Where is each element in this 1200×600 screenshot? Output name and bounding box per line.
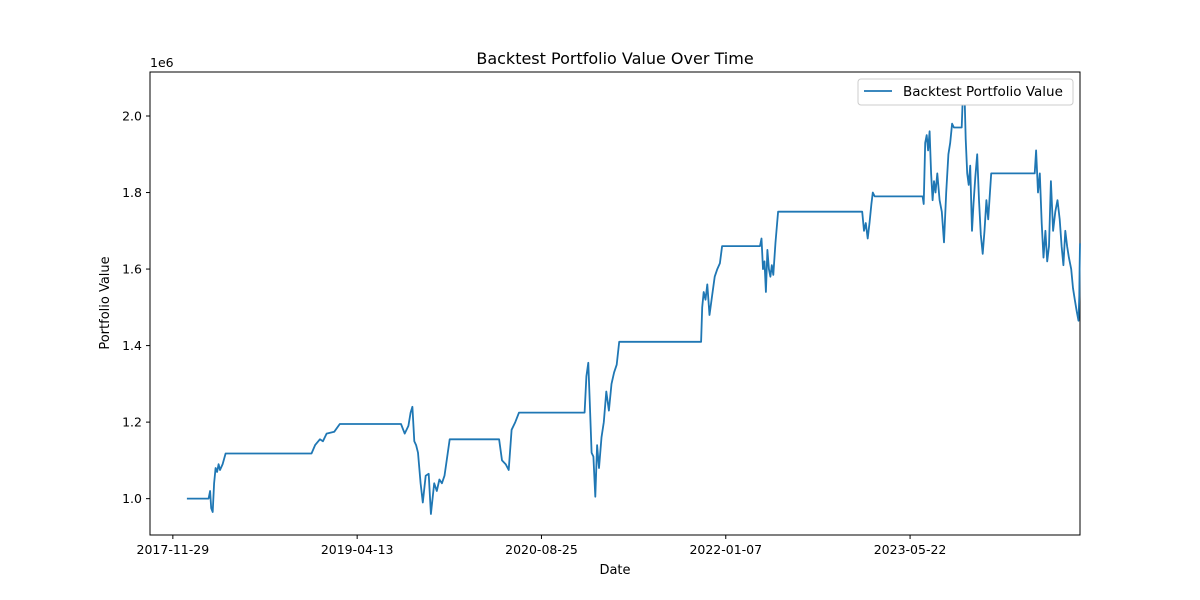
y-tick-label: 1.0 [122,491,142,506]
y-axis: 1.0 1.2 1.4 1.6 1.8 2.0 [122,109,150,506]
y-tick-label: 1.4 [122,338,142,353]
y-tick-label: 2.0 [122,109,142,124]
series-line [186,84,1081,515]
x-axis-label: Date [599,563,630,578]
x-tick-label: 2022-01-07 [689,542,762,557]
legend-box [857,78,1074,106]
chart-title: Backtest Portfolio Value Over Time [476,49,753,68]
y-tick-label: 1.2 [122,415,142,430]
y-scale-label: 1e6 [150,55,174,70]
x-tick-label: 2020-08-25 [505,542,578,557]
plot-area [149,71,1081,536]
x-tick-label: 2023-05-22 [874,542,947,557]
x-tick-label: 2019-04-13 [321,542,394,557]
y-tick-label: 1.8 [122,185,142,200]
y-tick-label: 1.6 [122,262,142,277]
x-tick-label: 2017-11-29 [137,542,210,557]
x-axis: 2017-11-29 2019-04-13 2020-08-25 2022-01-07… [137,535,947,557]
y-axis-label: Portfolio Value [98,256,113,349]
legend-label: Backtest Portfolio Value [903,84,1063,100]
legend: Backtest Portfolio Value [857,78,1074,106]
